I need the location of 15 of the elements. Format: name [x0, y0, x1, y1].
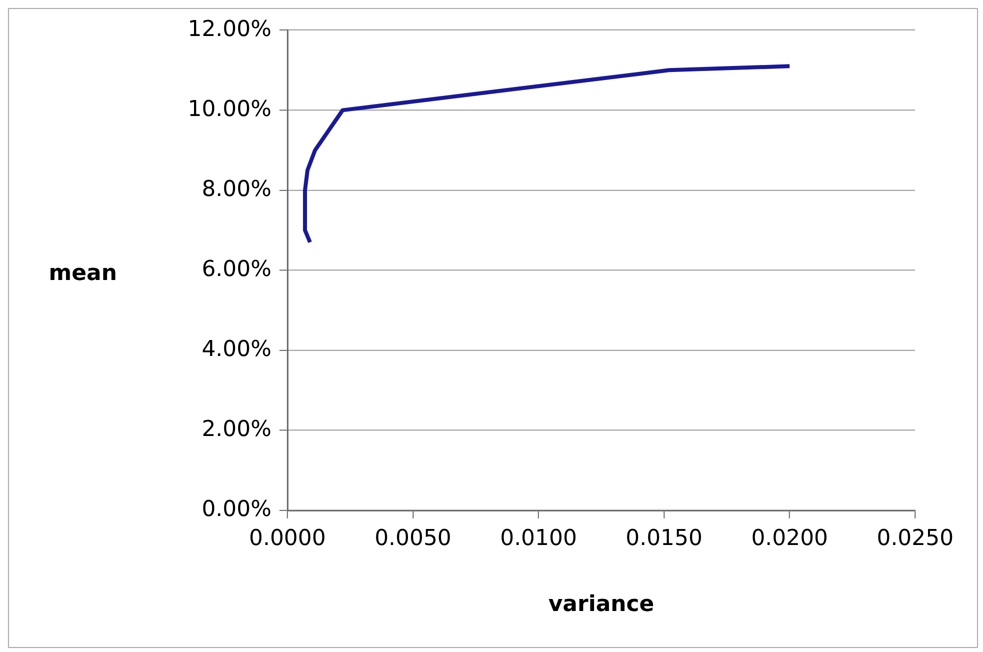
y-axis-title: mean [48, 260, 117, 286]
y-tick-label: 2.00% [202, 417, 272, 442]
y-tick-label: 12.00% [188, 16, 272, 42]
y-tick-label: 10.00% [188, 96, 272, 122]
x-axis-title: variance [548, 592, 654, 617]
y-tick-label: 0.00% [202, 497, 272, 522]
x-tick-label: 0.0150 [626, 526, 702, 552]
y-tick-label: 4.00% [202, 337, 272, 362]
x-tick-label: 0.0050 [374, 526, 452, 552]
x-tick-label: 0.0000 [249, 526, 326, 552]
x-tick-label: 0.0250 [876, 526, 954, 552]
y-tick-label: 8.00% [202, 176, 272, 202]
y-tick-label: 6.00% [202, 256, 272, 282]
x-tick-label: 0.0100 [500, 526, 577, 552]
x-tick-label: 0.0200 [751, 526, 828, 552]
